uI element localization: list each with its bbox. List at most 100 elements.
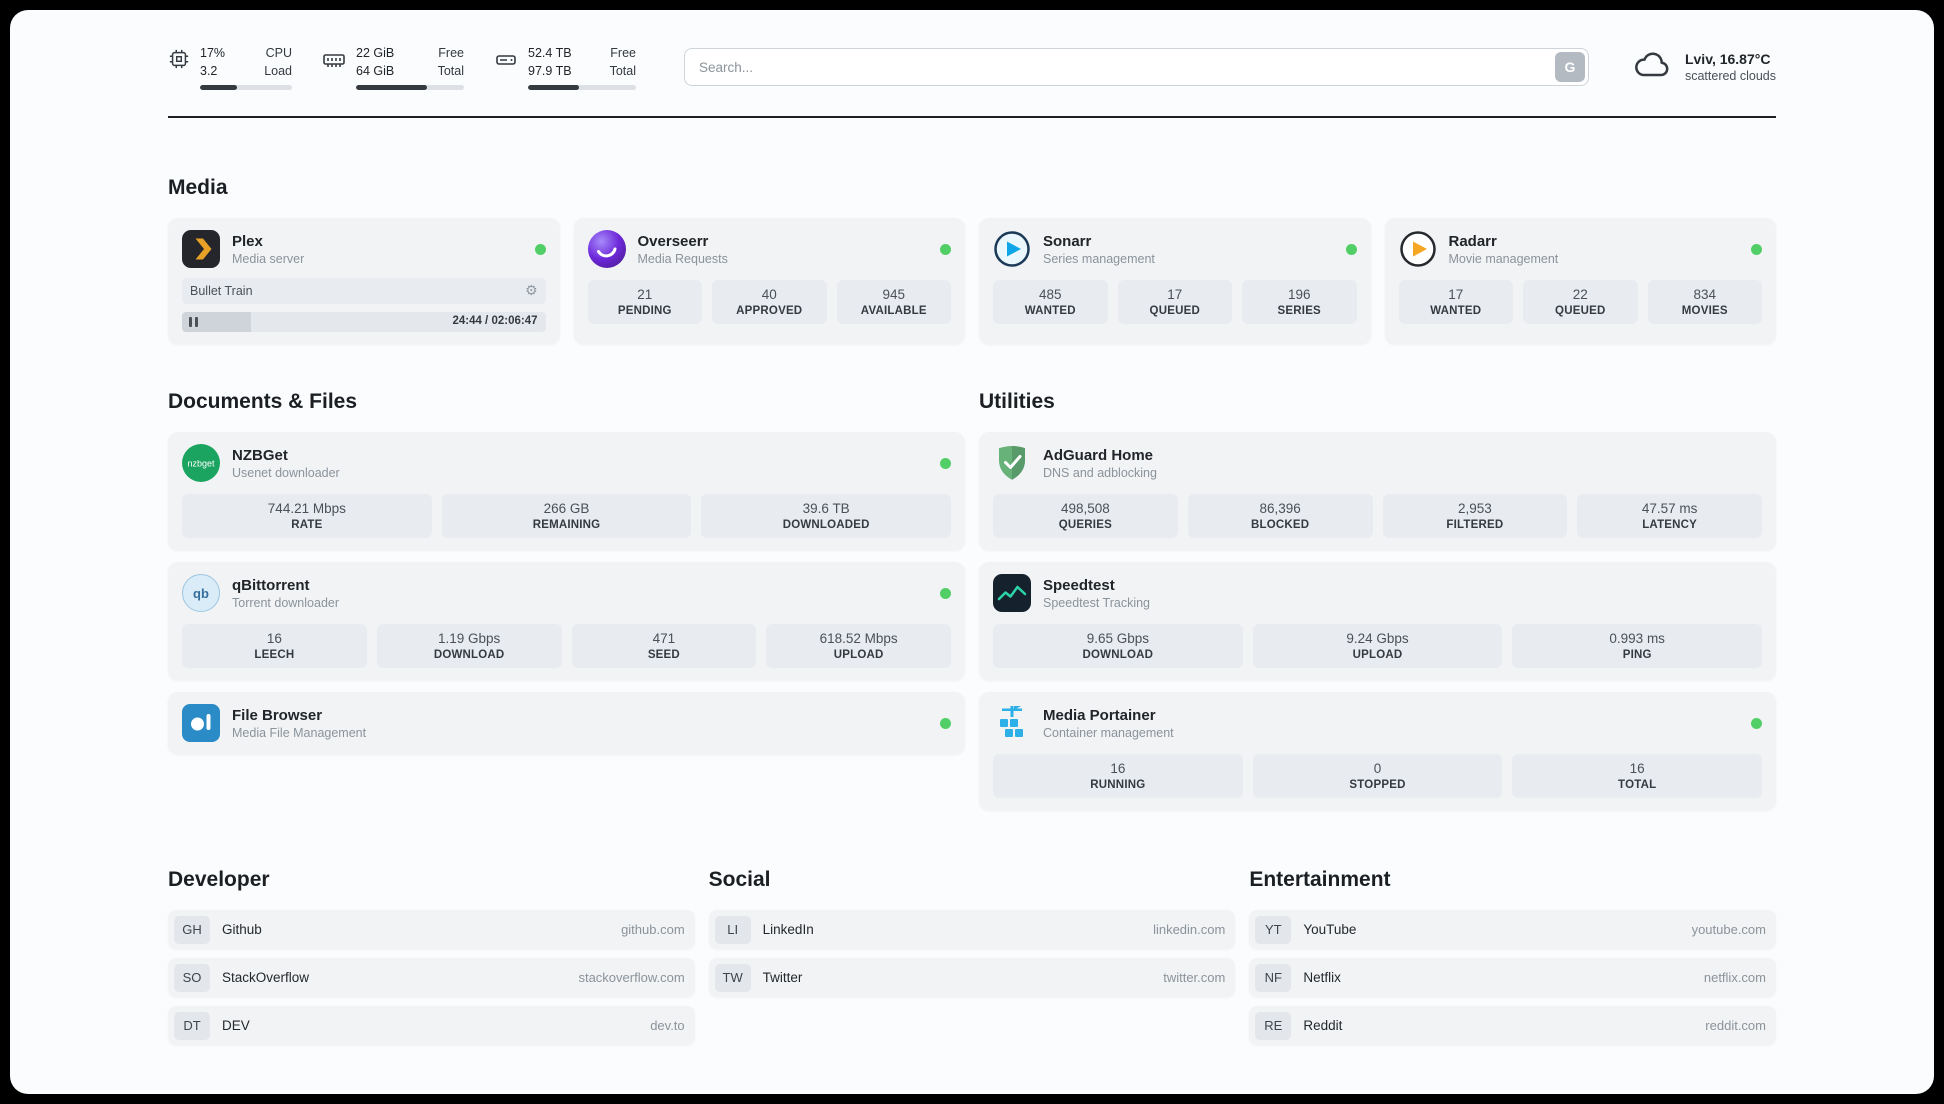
bookmark-abbr: RE	[1255, 1011, 1292, 1040]
overseerr-icon	[587, 230, 626, 269]
bookmark-abbr: YT	[1255, 915, 1292, 944]
status-dot	[940, 587, 951, 599]
stat-tile: 471 SEED	[571, 624, 757, 669]
bookmark-url: netflix.com	[1703, 970, 1766, 986]
ram-progress-track	[356, 85, 464, 91]
bookmark-github[interactable]: GH Github github.com	[168, 910, 695, 950]
bookmark-linkedin[interactable]: LI LinkedIn linkedin.com	[708, 910, 1236, 950]
cpu-label-1: CPU	[265, 46, 292, 60]
app-desc: Series management	[1043, 251, 1155, 266]
stat-tile: 17 QUEUED	[1117, 280, 1232, 325]
ram-progress-fill	[356, 85, 428, 91]
stat-tile: 945 AVAILABLE	[836, 280, 951, 325]
stat-tile: 618.52 Mbps UPLOAD	[766, 624, 951, 669]
app-card-filebrowser[interactable]: File Browser Media File Management	[168, 692, 965, 755]
app-card-speedtest[interactable]: Speedtest Speedtest Tracking 9.65 Gbps DO…	[979, 562, 1776, 681]
dashboard-page: 17% CPU 3.2 Load 22 GiB Free 64 GiB Total	[10, 10, 1934, 1095]
svg-text:nzbget: nzbget	[187, 459, 215, 469]
bookmark-name: Twitter	[762, 970, 803, 986]
cpu-load: 3.2	[200, 64, 218, 79]
search-bar: G	[684, 48, 1589, 87]
bookmark-url: twitter.com	[1163, 970, 1226, 986]
app-desc: Media File Management	[232, 725, 367, 740]
disk-total: 97.9 TB	[528, 64, 572, 79]
now-playing-title: Bullet Train	[190, 284, 253, 299]
ram-free: 22 GiB	[356, 46, 395, 60]
stat-tile: 40 APPROVED	[712, 280, 827, 325]
bookmark-netflix[interactable]: NF Netflix netflix.com	[1249, 958, 1776, 998]
stat-tile: 498,508 QUERIES	[993, 494, 1178, 539]
app-card-nzbget[interactable]: nzbget NZBGet Usenet downloader 744.21 M…	[168, 432, 965, 551]
app-card-adguard[interactable]: AdGuard Home DNS and adblocking 498,508 Q…	[979, 432, 1776, 551]
disk-free: 52.4 TB	[528, 46, 572, 60]
bookmark-reddit[interactable]: RE Reddit reddit.com	[1249, 1006, 1776, 1046]
app-card-portainer[interactable]: Media Portainer Container management 16 R…	[979, 692, 1776, 811]
ram-total: 64 GiB	[356, 64, 395, 79]
app-name: qBittorrent	[232, 576, 310, 594]
app-desc: Speedtest Tracking	[1043, 595, 1151, 610]
disk-progress-fill	[528, 85, 579, 91]
bookmark-dev[interactable]: DT DEV dev.to	[168, 1006, 695, 1046]
bookmark-name: Reddit	[1303, 1018, 1343, 1034]
app-desc: Torrent downloader	[232, 595, 340, 610]
portainer-icon	[993, 704, 1031, 742]
stat-tile: 485 WANTED	[993, 280, 1108, 325]
status-dot	[940, 243, 951, 255]
cpu-progress-track	[200, 85, 292, 91]
radarr-icon	[1399, 230, 1437, 268]
app-name: Speedtest	[1043, 576, 1115, 594]
app-card-plex[interactable]: Plex Media server Bullet Train ⚙ 24:44 /…	[168, 218, 560, 345]
stat-tile: 16 RUNNING	[993, 754, 1243, 799]
cpu-percent: 17%	[200, 46, 226, 60]
app-name: Media Portainer	[1043, 706, 1156, 724]
sonarr-icon	[993, 230, 1031, 268]
app-card-radarr[interactable]: Radarr Movie management 17 WANTED 22 QUEUE…	[1384, 218, 1776, 345]
stat-tile: 9.24 Gbps UPLOAD	[1252, 624, 1503, 669]
bookmark-url: linkedin.com	[1153, 922, 1226, 938]
stat-tile: 16 LEECH	[182, 624, 367, 669]
bookmark-url: dev.to	[650, 1018, 685, 1034]
search-engine-button[interactable]: G	[1554, 52, 1585, 83]
bookmark-name: Netflix	[1303, 970, 1341, 986]
player-progress[interactable]: 24:44 / 02:06:47	[182, 312, 546, 333]
bookmark-url: reddit.com	[1705, 1018, 1766, 1034]
disk-label-1: Free	[610, 46, 636, 60]
bookmark-twitter[interactable]: TW Twitter twitter.com	[708, 958, 1236, 998]
section-title-utilities: Utilities	[979, 390, 1055, 414]
utilities-column: Utilities AdGuard Home	[979, 390, 1776, 811]
bookmark-youtube[interactable]: YT YouTube youtube.com	[1249, 910, 1776, 950]
gear-icon[interactable]: ⚙	[524, 283, 538, 300]
pause-icon[interactable]	[189, 317, 198, 328]
ram-label-1: Free	[438, 46, 464, 60]
bookmark-name: YouTube	[1303, 922, 1357, 938]
stat-tile: 47.57 ms LATENCY	[1577, 494, 1762, 539]
cloud-icon	[1633, 49, 1673, 86]
disk-label-2: Total	[609, 64, 636, 79]
stat-tile: 21 PENDING	[587, 280, 702, 325]
ram-monitor: 22 GiB Free 64 GiB Total	[322, 44, 464, 91]
app-name: File Browser	[232, 706, 323, 724]
bookmark-name: DEV	[222, 1018, 250, 1034]
disk-icon	[494, 48, 518, 77]
app-card-sonarr[interactable]: Sonarr Series management 485 WANTED 17 QUE…	[979, 218, 1371, 345]
weather-location: Lviv, 16.87°C	[1684, 51, 1771, 68]
system-monitors: 17% CPU 3.2 Load 22 GiB Free 64 GiB Total	[168, 44, 636, 91]
bookmark-abbr: SO	[174, 963, 210, 992]
bookmark-url: stackoverflow.com	[578, 970, 685, 986]
bookmark-abbr: TW	[714, 963, 751, 992]
search-input[interactable]	[684, 48, 1589, 87]
app-desc: Container management	[1043, 725, 1174, 740]
section-title-developer: Developer	[168, 868, 270, 892]
app-card-overseerr[interactable]: Overseerr Media Requests 21 PENDING 40 APP…	[573, 218, 965, 345]
stat-tile: 39.6 TB DOWNLOADED	[701, 494, 952, 539]
stat-tile: 0.993 ms PING	[1512, 624, 1763, 669]
app-card-qbittorrent[interactable]: qb qBittorrent Torrent downloader 16 LEEC…	[168, 562, 965, 681]
player-progress-fill	[182, 312, 252, 333]
weather-widget: Lviv, 16.87°C scattered clouds	[1633, 49, 1776, 86]
qbittorrent-icon: qb	[182, 574, 220, 613]
cpu-monitor: 17% CPU 3.2 Load	[168, 44, 292, 91]
top-bar: 17% CPU 3.2 Load 22 GiB Free 64 GiB Total	[168, 44, 1776, 91]
bookmark-url: youtube.com	[1691, 922, 1766, 938]
cpu-progress-fill	[200, 85, 237, 91]
bookmark-stackoverflow[interactable]: SO StackOverflow stackoverflow.com	[168, 958, 695, 998]
